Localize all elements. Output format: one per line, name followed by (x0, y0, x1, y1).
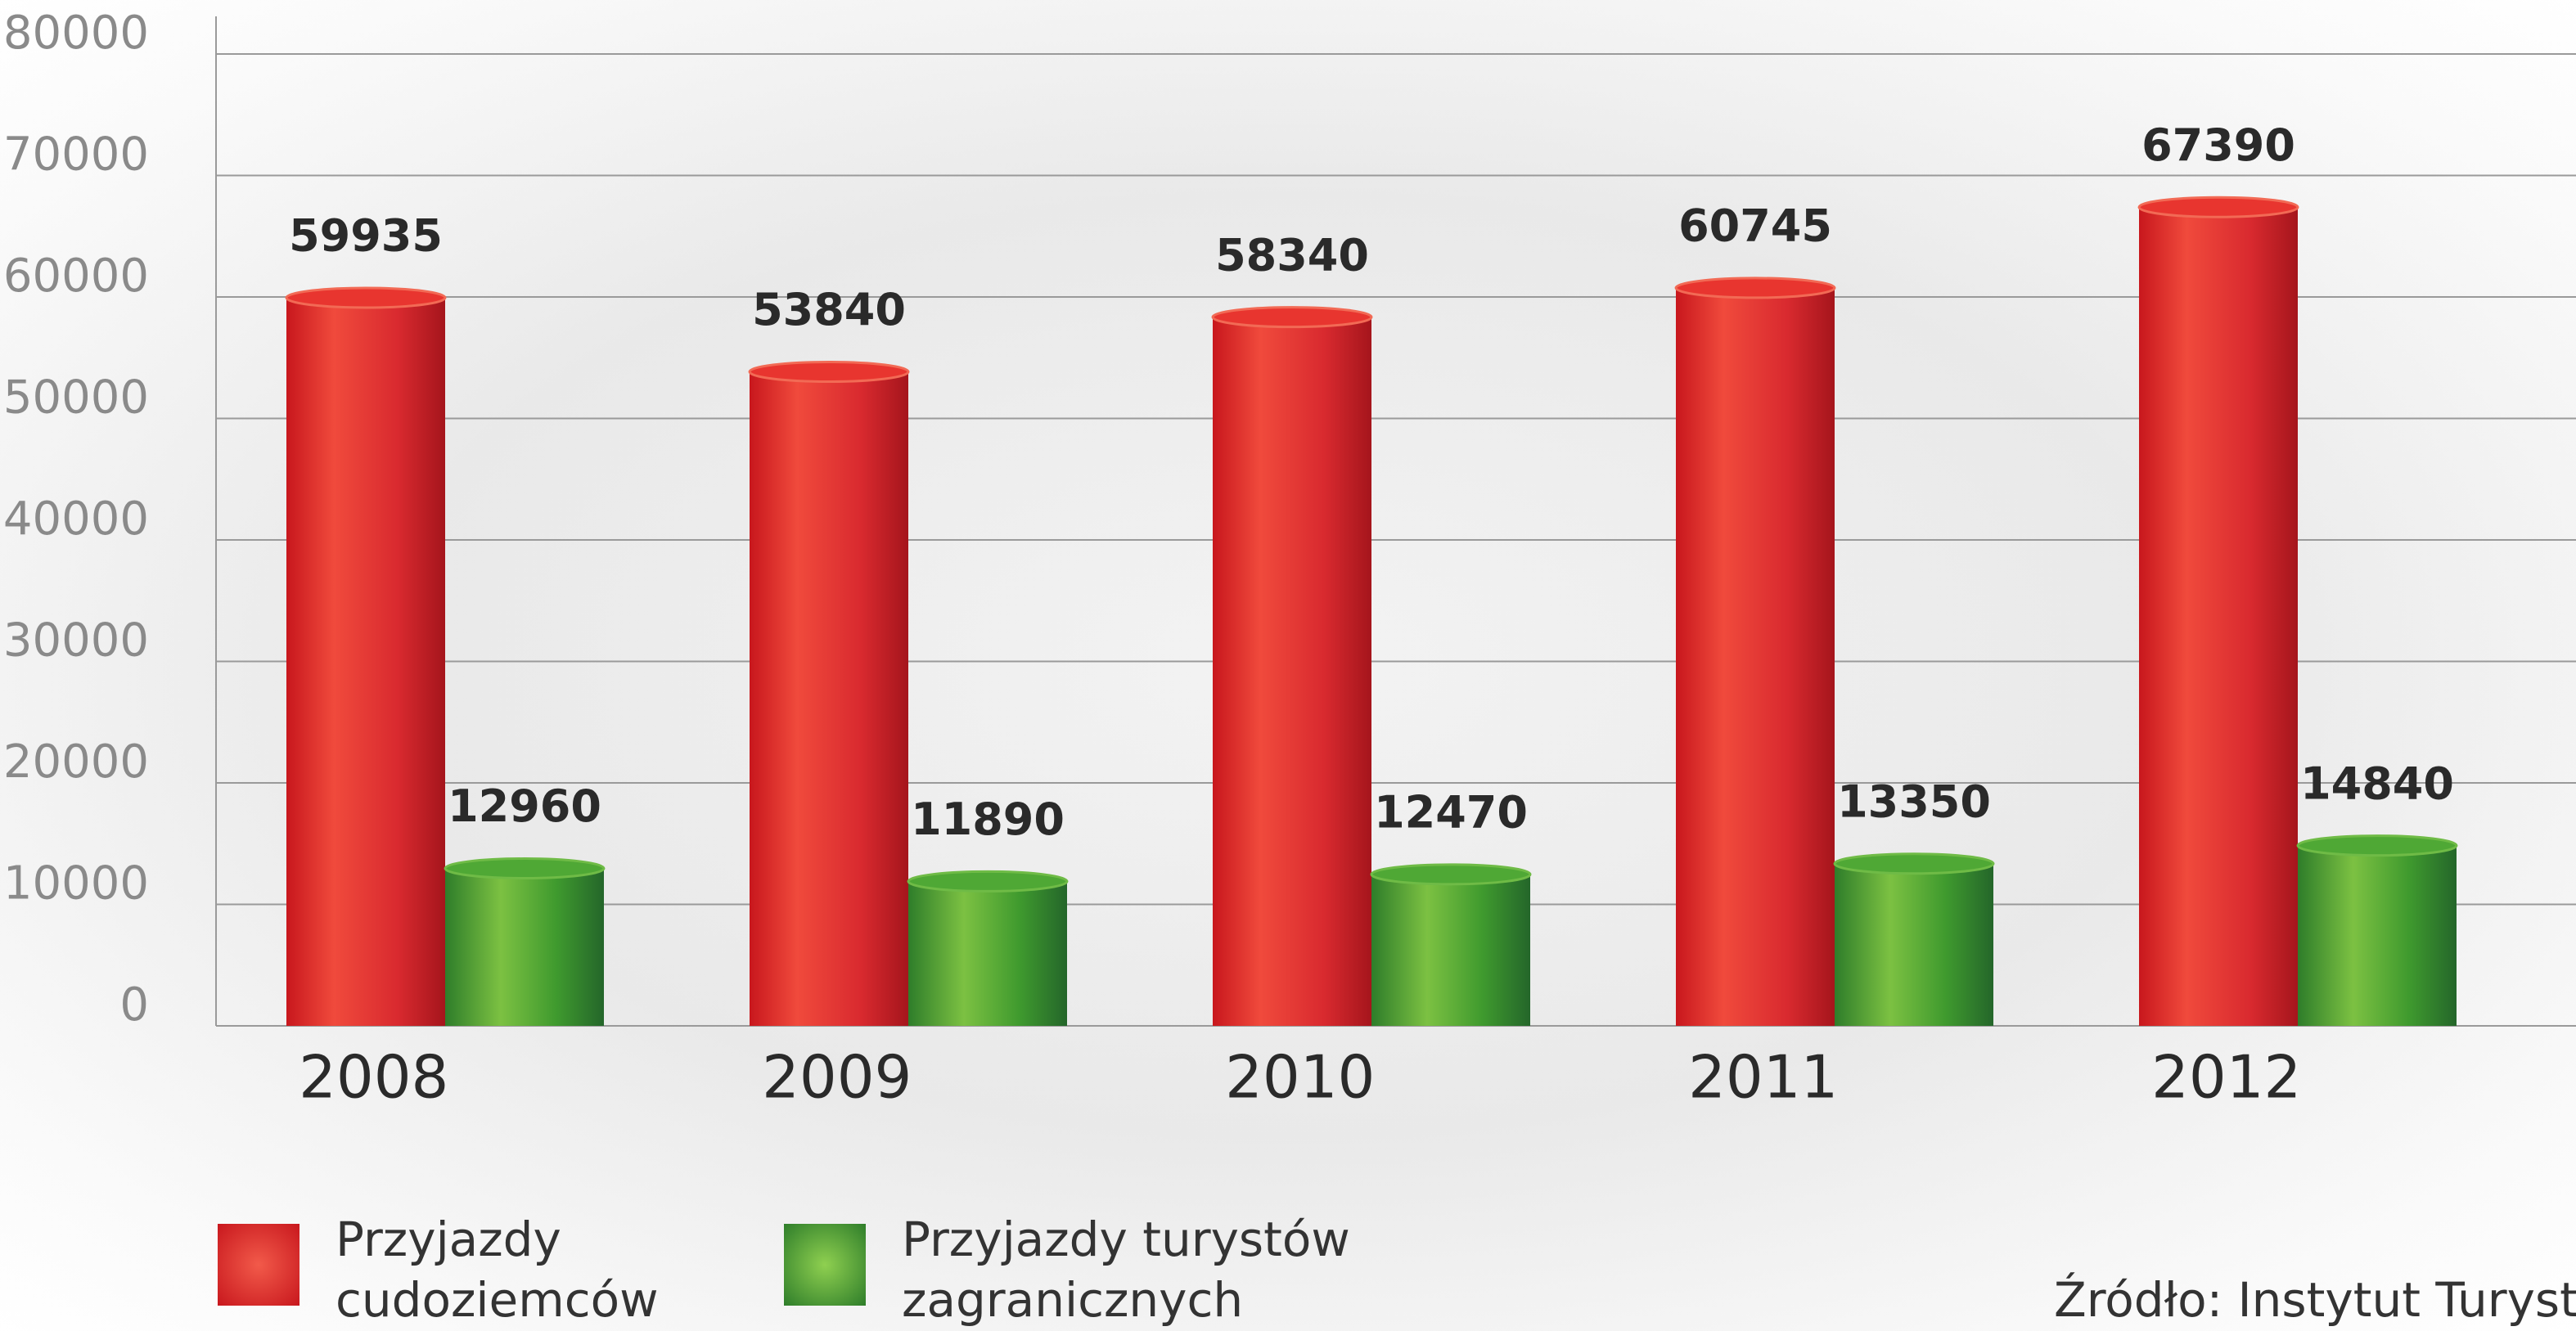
y-tick-label: 40000 (3, 492, 149, 546)
x-tick-label: 2008 (299, 1043, 448, 1112)
legend-swatch (784, 1224, 866, 1306)
value-label: 12960 (448, 780, 601, 832)
x-tick-label: 2011 (1688, 1043, 1838, 1112)
x-tick-label: 2012 (2151, 1043, 2301, 1112)
legend-label: Przyjazdy cudoziemców (336, 1212, 659, 1328)
value-label: 60745 (1678, 200, 1832, 252)
bar (1371, 874, 1530, 1026)
bar-cap (1370, 863, 1532, 886)
bar-cap (748, 360, 910, 383)
legend-label: Przyjazdy turystów zagranicznych (902, 1212, 1350, 1328)
value-label: 67390 (2141, 119, 2295, 171)
x-tick-label: 2010 (1225, 1043, 1375, 1112)
bar (286, 297, 445, 1027)
bar-cap (2296, 834, 2458, 857)
y-tick-label: 70000 (3, 128, 149, 182)
y-tick-label: 50000 (3, 371, 149, 425)
bar-cap (1211, 306, 1373, 329)
bar (1213, 317, 1371, 1026)
y-tick-label: 30000 (3, 614, 149, 668)
y-tick-label: 10000 (3, 857, 149, 911)
y-tick-label: 20000 (3, 735, 149, 789)
bar-cap (907, 870, 1069, 893)
y-tick-label: 0 (119, 978, 149, 1032)
bar-cap (1833, 852, 1995, 875)
bar (445, 868, 604, 1026)
bar-cap (285, 286, 447, 309)
bar (2298, 845, 2457, 1026)
value-label: 53840 (752, 284, 906, 335)
x-tick-label: 2009 (762, 1043, 912, 1112)
value-label: 59935 (289, 210, 443, 262)
bar (1835, 863, 1993, 1026)
bar-cap (2137, 196, 2299, 218)
legend-swatch (218, 1224, 299, 1306)
value-label: 12470 (1374, 786, 1528, 838)
bar (750, 371, 908, 1026)
y-tick-label: 60000 (3, 250, 149, 303)
value-label: 13350 (1837, 776, 1991, 827)
value-label: 14840 (2300, 758, 2454, 809)
value-label: 11890 (911, 794, 1065, 845)
source-note: Źródło: Instytut Turystyki (2054, 1272, 2576, 1328)
y-tick-label: 80000 (3, 7, 149, 60)
bar (1676, 287, 1835, 1026)
bar-cap (1674, 277, 1836, 299)
bar (908, 881, 1067, 1026)
bar-cap (444, 857, 606, 880)
bar (2139, 207, 2298, 1027)
value-label: 58340 (1215, 229, 1369, 281)
